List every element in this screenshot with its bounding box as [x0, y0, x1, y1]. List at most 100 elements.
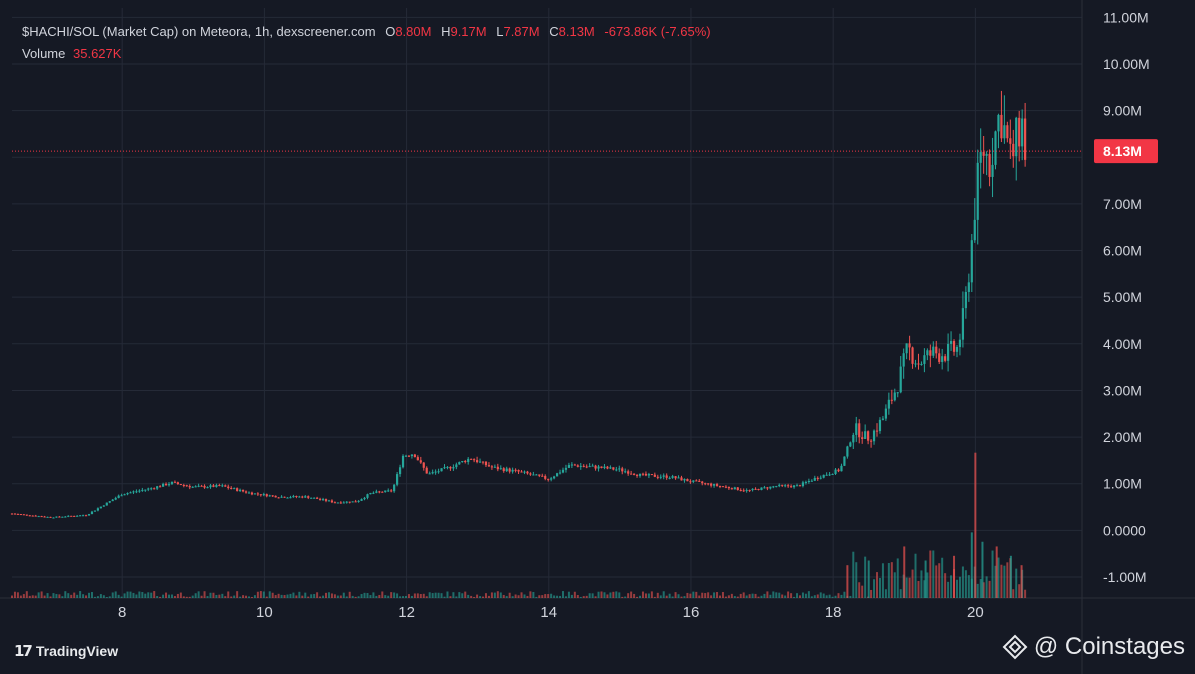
- x-axis[interactable]: 8 10 12 14 16 18 20: [118, 604, 984, 621]
- candle-body: [277, 497, 280, 499]
- candle-body: [751, 488, 754, 491]
- volume-bar: [541, 595, 544, 598]
- candle-body: [416, 457, 419, 461]
- volume-spike-bar: [924, 560, 927, 598]
- candle-body: [813, 477, 816, 481]
- volume-bar: [34, 595, 37, 598]
- volume-bar: [230, 596, 233, 598]
- candle-body: [724, 486, 728, 488]
- volume-bar: [713, 592, 716, 598]
- volume-bar: [819, 592, 822, 598]
- volume-bar: [873, 579, 876, 598]
- candle-body: [733, 487, 736, 490]
- candle-body: [458, 462, 461, 465]
- candle-body: [638, 473, 642, 476]
- volume-bar: [505, 596, 508, 598]
- candle-body: [135, 491, 138, 493]
- volume-bar: [126, 591, 129, 598]
- volume-bar: [553, 595, 556, 598]
- volume-bar: [573, 591, 576, 598]
- volume-bar: [482, 596, 485, 598]
- candle-body: [313, 497, 316, 499]
- candle-body: [529, 473, 532, 475]
- y-tick-label: 4.00M: [1103, 336, 1142, 352]
- candle-body: [757, 488, 760, 491]
- candle-body: [194, 486, 197, 488]
- candle-body: [840, 465, 843, 472]
- volume-bar: [227, 591, 230, 598]
- candle-body: [464, 461, 467, 463]
- candle-body: [979, 152, 982, 163]
- candle-body: [191, 486, 194, 488]
- candle-body: [671, 476, 674, 478]
- candle-body: [902, 353, 905, 367]
- volume-bar: [490, 592, 493, 598]
- volume-bar: [843, 591, 846, 598]
- volume-bar: [369, 595, 372, 598]
- x-tick-label: 8: [118, 604, 126, 621]
- volume-bar: [724, 596, 727, 598]
- volume-bar: [644, 593, 647, 598]
- candle-body: [381, 491, 384, 493]
- volume-bar: [218, 594, 221, 598]
- volume-bar: [325, 592, 328, 598]
- volume-bar: [985, 576, 988, 598]
- volume-bar: [798, 595, 801, 598]
- tradingview-brand[interactable]: 𝟭𝟳 TradingView: [14, 642, 118, 660]
- volume-bar: [790, 593, 793, 598]
- volume-bar: [99, 594, 102, 598]
- candle-body: [52, 517, 55, 519]
- candle-body: [710, 483, 713, 486]
- volume-bar: [876, 572, 879, 598]
- volume-bar: [455, 596, 458, 598]
- candle-body: [944, 356, 947, 361]
- volume-bar: [108, 596, 111, 598]
- x-tick-label: 18: [825, 604, 842, 621]
- volume-bar: [597, 591, 600, 598]
- candle-body: [487, 465, 491, 467]
- candle-body: [558, 472, 562, 474]
- candle-body: [825, 474, 828, 476]
- candle-body: [523, 471, 526, 473]
- volume-bar: [520, 592, 523, 598]
- candle-body: [606, 466, 609, 469]
- candle-body: [455, 464, 458, 468]
- candle-body: [887, 399, 890, 409]
- candle-body: [781, 484, 784, 486]
- volume-bar: [908, 577, 911, 598]
- volume-bar: [982, 582, 985, 598]
- candle-body: [310, 497, 313, 499]
- volume-bar: [283, 595, 286, 598]
- change-value: -673.86K (-7.65%): [604, 24, 711, 39]
- x-tick-label: 16: [683, 604, 700, 621]
- volume-bar: [961, 566, 964, 598]
- candle-body: [538, 474, 541, 476]
- volume-bar: [828, 594, 831, 598]
- last-price-tag: 8.13M: [1094, 139, 1158, 164]
- legend-ohlc: $HACHI/SOL (Market Cap) on Meteora, 1h, …: [22, 24, 711, 39]
- volume-bar: [739, 593, 742, 598]
- volume-bar: [138, 591, 141, 598]
- candle-body: [843, 456, 846, 466]
- y-axis[interactable]: 11.00M10.00M9.00M8.00M7.00M6.00M5.00M4.0…: [1103, 9, 1150, 585]
- candle-body: [28, 515, 31, 517]
- candle-body: [259, 494, 262, 496]
- volume-bar: [52, 593, 55, 598]
- volume-bar: [609, 592, 612, 598]
- volume-bar: [247, 596, 250, 598]
- candle-body: [96, 508, 100, 511]
- volume-bar: [102, 595, 105, 598]
- volume-bar: [979, 579, 982, 598]
- volume-bar: [579, 596, 582, 598]
- volume-bar: [387, 595, 390, 598]
- volume-bar: [793, 596, 796, 598]
- candle-body: [789, 486, 793, 488]
- candle-body: [333, 502, 336, 504]
- candle-body: [718, 485, 722, 487]
- candle-body: [490, 466, 494, 468]
- candle-body: [87, 514, 91, 516]
- candle-body: [215, 485, 218, 487]
- candle-body: [366, 494, 369, 498]
- candle-body: [532, 474, 535, 476]
